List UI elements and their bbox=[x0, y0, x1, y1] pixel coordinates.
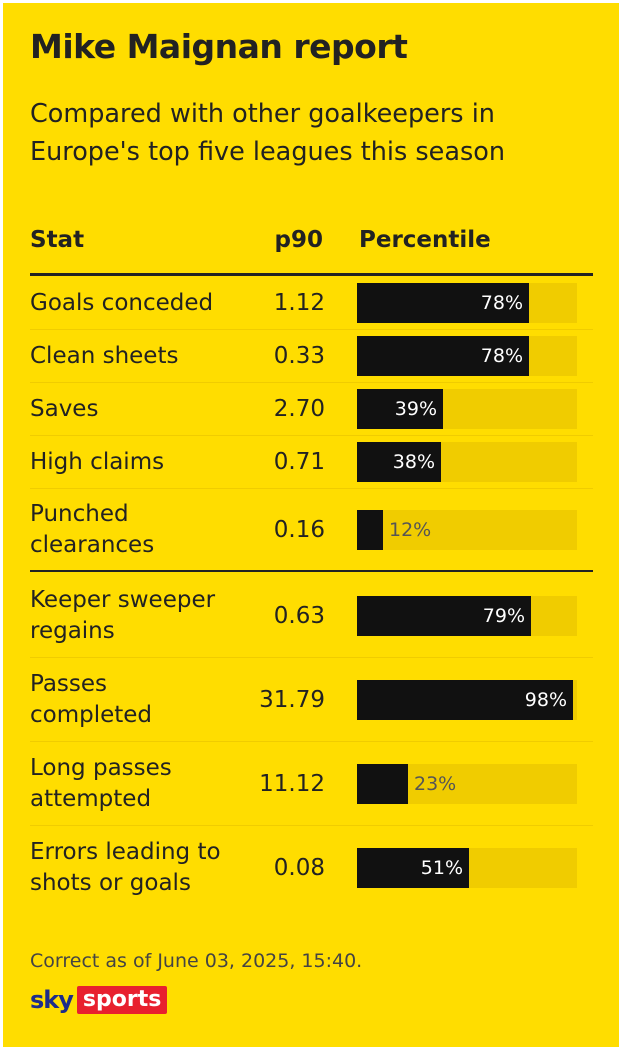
p90-value: 0.33 bbox=[273, 343, 325, 369]
report-card: Mike Maignan report Compared with other … bbox=[3, 3, 619, 1047]
column-header-percentile: Percentile bbox=[359, 227, 491, 253]
stat-label: High claims bbox=[30, 448, 165, 475]
stat-label: Saves bbox=[30, 395, 99, 422]
p90-value: 0.63 bbox=[273, 603, 325, 629]
column-header-p90: p90 bbox=[274, 227, 323, 253]
stat-label: Clean sheets bbox=[30, 342, 179, 369]
percentile-bar bbox=[357, 510, 383, 550]
percentile-bar-track: 39% bbox=[357, 389, 577, 429]
header-divider bbox=[30, 273, 593, 276]
percentile-bar bbox=[357, 389, 443, 429]
p90-value: 0.08 bbox=[273, 855, 325, 881]
row-divider bbox=[30, 435, 593, 436]
row-divider bbox=[30, 329, 593, 330]
table-row: Punched clearances 0.16 12% bbox=[3, 489, 619, 571]
table-row: Long passes attempted 11.12 23% bbox=[3, 743, 619, 825]
percentile-bar bbox=[357, 848, 469, 888]
stat-label: Errors leading to shots or goals bbox=[30, 839, 221, 896]
percentile-bar-track: 78% bbox=[357, 336, 577, 376]
percentile-label: 79% bbox=[482, 605, 525, 627]
percentile-label: 78% bbox=[480, 345, 523, 367]
page-subtitle: Compared with other goalkeepers in Europ… bbox=[30, 99, 506, 167]
table-row: Clean sheets 0.33 78% bbox=[3, 330, 619, 382]
percentile-label: 39% bbox=[394, 398, 437, 420]
table-row: Keeper sweeper regains 0.63 79% bbox=[3, 575, 619, 657]
p90-value: 0.16 bbox=[273, 517, 325, 543]
percentile-bar-track: 98% bbox=[357, 680, 577, 720]
row-divider bbox=[30, 382, 593, 383]
percentile-bar-track: 12% bbox=[357, 510, 577, 550]
stat-label: Goals conceded bbox=[30, 289, 214, 316]
stat-label: Punched clearances bbox=[30, 501, 155, 558]
percentile-bar bbox=[357, 336, 529, 376]
row-divider bbox=[30, 825, 593, 826]
page-title: Mike Maignan report bbox=[30, 27, 408, 66]
table-row: High claims 0.71 38% bbox=[3, 436, 619, 488]
percentile-label: 98% bbox=[524, 689, 567, 711]
p90-value: 31.79 bbox=[259, 687, 325, 713]
percentile-bar bbox=[357, 283, 529, 323]
percentile-bar bbox=[357, 680, 573, 720]
percentile-bar bbox=[357, 764, 408, 804]
table-row: Saves 2.70 39% bbox=[3, 383, 619, 435]
stat-label: Passes completed bbox=[30, 671, 153, 728]
p90-value: 0.71 bbox=[273, 449, 325, 475]
p90-value: 11.12 bbox=[259, 771, 325, 797]
percentile-label: 23% bbox=[414, 773, 457, 795]
timestamp-note: Correct as of June 03, 2025, 15:40. bbox=[30, 950, 363, 972]
table-row: Errors leading to shots or goals 0.08 51% bbox=[3, 827, 619, 909]
logo-sports-text: sports bbox=[76, 986, 168, 1014]
percentile-label: 51% bbox=[420, 857, 463, 879]
percentile-bar-track: 51% bbox=[357, 848, 577, 888]
p90-value: 2.70 bbox=[273, 396, 325, 422]
column-header-stat: Stat bbox=[30, 227, 85, 253]
percentile-label: 12% bbox=[389, 519, 432, 541]
percentile-bar-track: 78% bbox=[357, 283, 577, 323]
stat-label: Keeper sweeper regains bbox=[30, 587, 216, 644]
table-row: Passes completed 31.79 98% bbox=[3, 659, 619, 741]
percentile-bar-track: 79% bbox=[357, 596, 577, 636]
sky-sports-logo: sky sports bbox=[30, 985, 168, 1015]
percentile-bar-track: 23% bbox=[357, 764, 577, 804]
logo-sky-text: sky bbox=[30, 986, 74, 1014]
percentile-bar bbox=[357, 442, 441, 482]
percentile-label: 78% bbox=[480, 292, 523, 314]
percentile-bar bbox=[357, 596, 531, 636]
row-divider bbox=[30, 657, 593, 658]
row-divider bbox=[30, 741, 593, 742]
percentile-label: 38% bbox=[392, 451, 435, 473]
stat-label: Long passes attempted bbox=[30, 755, 172, 812]
table-row: Goals conceded 1.12 78% bbox=[3, 277, 619, 329]
row-divider bbox=[30, 570, 593, 572]
p90-value: 1.12 bbox=[273, 290, 325, 316]
percentile-bar-track: 38% bbox=[357, 442, 577, 482]
row-divider bbox=[30, 488, 593, 489]
